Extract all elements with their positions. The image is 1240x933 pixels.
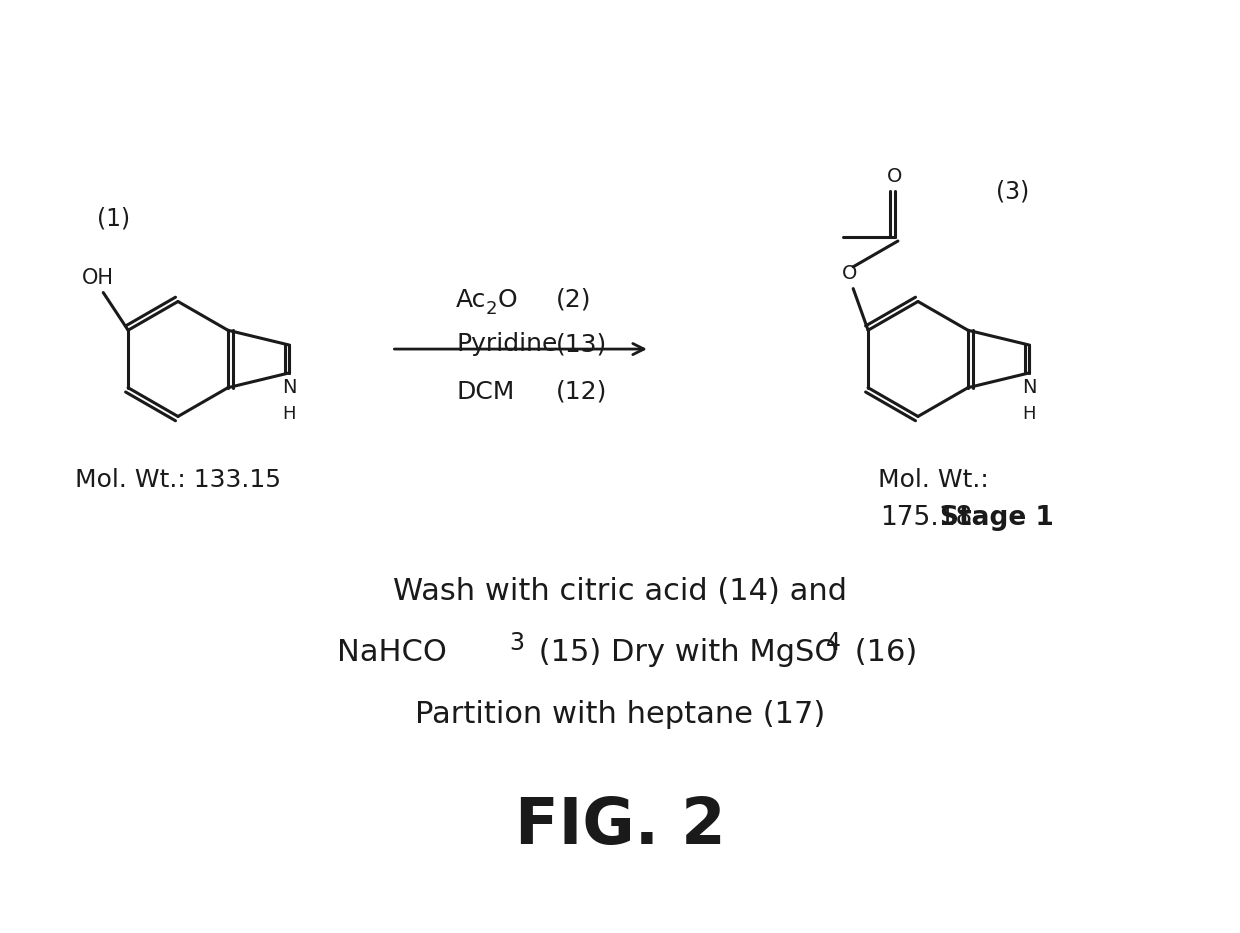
Text: Partition with heptane (17): Partition with heptane (17) [415,700,825,729]
Text: Mol. Wt.:: Mol. Wt.: [878,468,988,492]
Text: (16): (16) [846,638,918,667]
Text: Ac: Ac [456,287,486,312]
Text: 4: 4 [826,631,841,655]
Text: (15) Dry with MgSO: (15) Dry with MgSO [528,638,838,667]
Text: Mol. Wt.: 133.15: Mol. Wt.: 133.15 [74,468,281,492]
Text: O: O [842,264,857,283]
Text: Pyridine: Pyridine [456,332,558,356]
Text: H: H [283,405,296,423]
Text: 2: 2 [486,300,497,318]
Text: 3: 3 [508,631,523,655]
Text: Stage 1: Stage 1 [940,505,1054,531]
Text: FIG. 2: FIG. 2 [515,795,725,857]
Text: Wash with citric acid (14) and: Wash with citric acid (14) and [393,577,847,606]
Text: 175.18: 175.18 [880,505,972,531]
Text: N: N [1022,378,1037,397]
Text: O: O [497,287,517,312]
Text: (2): (2) [556,287,591,312]
Text: H: H [1023,405,1037,423]
Text: O: O [888,166,903,186]
Text: (3): (3) [996,179,1029,203]
Text: (1): (1) [97,206,130,230]
Text: N: N [283,378,296,397]
Text: DCM: DCM [456,380,515,404]
Text: NaHCO: NaHCO [337,638,446,667]
Text: OH: OH [82,268,114,287]
Text: (13): (13) [556,332,606,356]
Text: (12): (12) [556,380,606,404]
